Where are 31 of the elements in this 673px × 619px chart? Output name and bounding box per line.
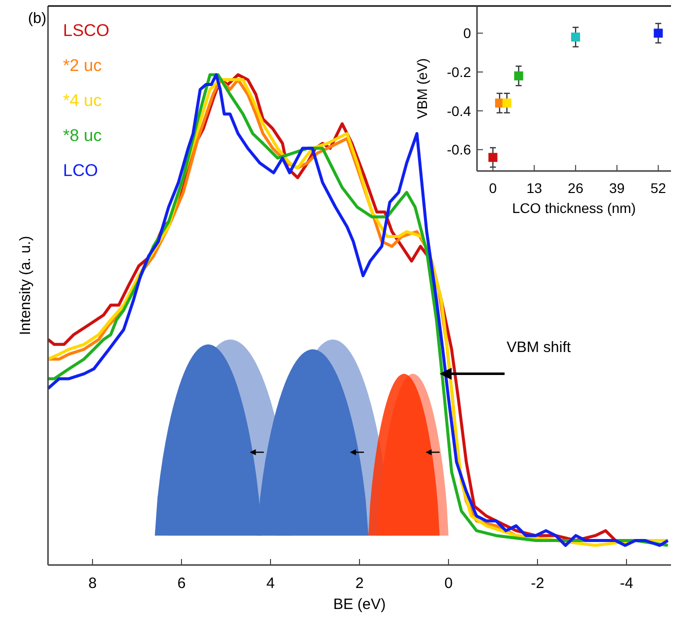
point (488, 152, 498, 162)
x-tick-label: 39 (609, 180, 625, 196)
text: (b) (28, 10, 46, 27)
x-tick-label: 2 (355, 575, 364, 592)
x-tick-label: 4 (266, 575, 275, 592)
point (654, 28, 663, 38)
x-tick-label: 8 (88, 575, 97, 592)
point (571, 32, 580, 42)
x-tick-label: 6 (177, 575, 186, 592)
y-tick-label: -0.6 (446, 142, 472, 158)
x-tick-label: 13 (526, 180, 542, 196)
point (514, 71, 524, 80)
x-axis-title: BE (eV) (333, 596, 386, 613)
x-tick-label: 26 (568, 180, 584, 196)
x-tick-label: 0 (489, 180, 498, 196)
x-tick-label: -2 (530, 575, 544, 592)
annotation: VBM shift (506, 338, 572, 356)
text: *4 uc (63, 91, 102, 110)
y-axis-title: VBM (eV) (414, 58, 430, 119)
y-axis-title: Intensity (a. u.) (17, 236, 34, 336)
point (502, 98, 512, 108)
y-tick-label: -0.2 (446, 64, 472, 80)
text: *8 uc (63, 126, 102, 145)
y-tick-label: 0 (463, 25, 472, 42)
x-tick-label: 52 (650, 180, 666, 196)
y-tick-label: -0.4 (446, 102, 472, 119)
text: *2 uc (63, 56, 102, 75)
x-tick-label: -4 (620, 575, 634, 592)
x-axis-title: LCO thickness (nm) (512, 200, 636, 216)
text: LSCO (63, 21, 110, 40)
text: LCO (63, 161, 98, 180)
